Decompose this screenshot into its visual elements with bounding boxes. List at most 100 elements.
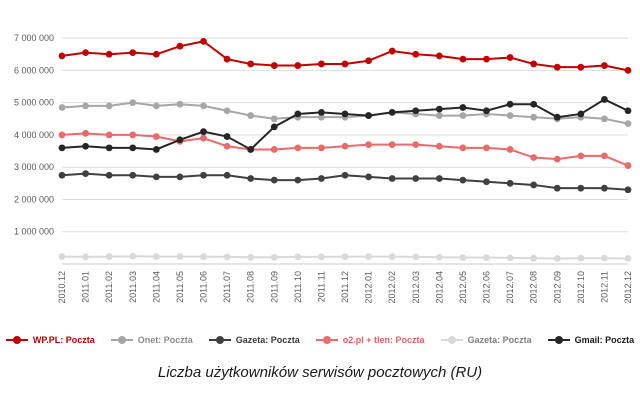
x-axis-tick-label: 2011.08	[246, 271, 256, 303]
x-axis-tick-label: 2012.10	[576, 271, 586, 304]
x-axis-tick-label: 2012.03	[411, 271, 421, 304]
legend: WP.PL: Poczta Onet: Poczta Gazeta: Poczta o…	[0, 330, 640, 350]
data-point	[270, 62, 278, 69]
legend-label: WP.PL: Poczta	[32, 335, 95, 345]
x-axis-tick-label: 2012.04	[434, 271, 444, 304]
data-point	[365, 141, 372, 149]
data-point	[624, 186, 632, 194]
x-axis-tick-label: 2011.03	[128, 271, 138, 303]
data-point	[223, 171, 231, 179]
chart-title: Liczba użytkowników serwisów pocztowych …	[157, 364, 483, 381]
legend-marker	[440, 336, 463, 344]
data-point	[553, 155, 561, 163]
data-point	[506, 100, 514, 108]
data-point	[483, 178, 490, 186]
data-point	[200, 134, 207, 142]
data-point	[176, 42, 184, 50]
data-point	[601, 184, 608, 192]
data-point	[129, 49, 137, 57]
data-point	[58, 144, 66, 152]
data-point	[129, 131, 137, 139]
data-point	[247, 60, 255, 68]
data-point	[318, 113, 325, 121]
legend-item: Gazeta: Poczta	[208, 335, 300, 345]
legend-marker	[547, 336, 570, 344]
data-point	[223, 107, 231, 115]
data-point	[58, 171, 66, 179]
x-axis-tick-label: 2011.05	[175, 271, 185, 303]
y-axis-tick-label: 2 000 000	[14, 194, 54, 204]
data-point	[483, 55, 490, 63]
data-point	[483, 254, 490, 261]
data-point	[435, 253, 443, 261]
x-axis-tick-label: 2012.12	[623, 271, 633, 304]
data-point	[624, 107, 632, 115]
x-axis-tick-label: 2012.05	[458, 271, 468, 304]
data-point	[318, 175, 325, 182]
data-point	[530, 154, 538, 161]
y-axis-tick-label: 1 000 000	[14, 227, 54, 237]
data-point	[129, 252, 137, 260]
data-point	[341, 142, 349, 150]
data-point	[200, 128, 207, 136]
data-point	[553, 255, 561, 262]
data-point	[483, 144, 490, 152]
data-point	[435, 175, 443, 182]
data-point	[105, 144, 113, 152]
legend-label: Onet: Poczta	[137, 335, 193, 345]
data-point	[82, 142, 89, 150]
y-axis-tick-label: 5 000 000	[14, 98, 54, 108]
data-point	[530, 181, 538, 189]
data-point	[530, 254, 538, 262]
x-axis-tick-label: 2012.02	[387, 271, 397, 304]
data-point	[506, 179, 514, 187]
data-point	[365, 112, 372, 119]
data-point	[601, 96, 608, 103]
line-chart: 1 000 000 2 000 000 3 000 000 4 000 000 5 00…	[14, 33, 633, 304]
x-axis-tick-label: 2012.09	[552, 271, 562, 304]
legend-marker-dot	[554, 336, 563, 344]
data-point	[341, 171, 349, 179]
data-point	[223, 133, 231, 140]
y-axis-tick-label: 7 000 000	[14, 33, 54, 43]
data-point	[506, 54, 514, 61]
data-point	[82, 253, 89, 261]
data-point	[58, 104, 66, 111]
data-point	[624, 162, 632, 169]
data-point	[294, 144, 302, 152]
x-axis-tick-label: 2012.11	[599, 271, 609, 303]
legend-marker	[110, 336, 133, 344]
data-point	[577, 63, 585, 71]
legend-marker	[315, 336, 338, 344]
x-axis-tick-label: 2011.01	[81, 271, 91, 303]
legend-label: Gazeta: Poczta	[235, 335, 300, 345]
legend-label: Gazeta: Poczta	[467, 335, 532, 345]
data-point	[506, 146, 514, 153]
data-point	[105, 102, 113, 110]
data-point	[624, 255, 632, 262]
x-axis-tick-label: 2011.09	[269, 271, 279, 303]
data-point	[388, 108, 396, 116]
data-point	[270, 146, 278, 153]
data-point	[247, 112, 255, 119]
data-point	[152, 102, 160, 110]
data-point	[82, 49, 89, 57]
data-point	[577, 152, 585, 160]
data-point	[553, 184, 561, 192]
data-point	[270, 253, 278, 261]
data-point	[530, 60, 538, 68]
x-axis-tick-label: 2012.06	[482, 271, 492, 304]
data-point	[365, 253, 372, 260]
data-point	[553, 63, 561, 71]
data-point	[388, 47, 396, 55]
y-axis-tick-label: 4 000 000	[14, 130, 54, 140]
data-point	[506, 254, 514, 262]
legend-marker-dot	[117, 336, 126, 344]
x-axis-tick-label: 2011.04	[151, 271, 161, 303]
data-point	[388, 175, 396, 182]
data-point	[365, 57, 372, 65]
data-point	[553, 113, 561, 121]
data-point	[601, 152, 608, 160]
x-axis-tick-label: 2012.01	[364, 271, 374, 304]
